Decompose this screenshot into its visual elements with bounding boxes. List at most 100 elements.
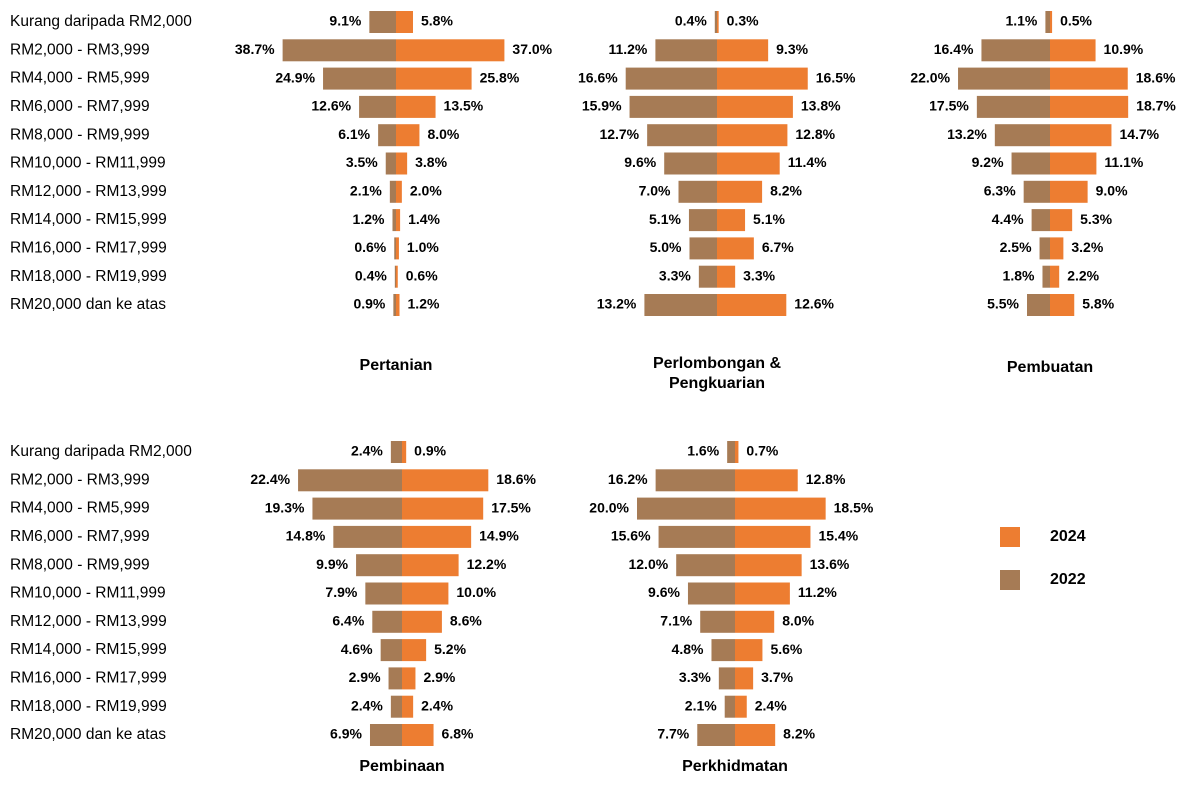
bar (369, 11, 396, 33)
value-label: 12.6% (311, 98, 351, 114)
bar (396, 180, 402, 203)
value-label: 16.5% (816, 69, 856, 85)
bar (323, 67, 396, 90)
value-label: 19.3% (265, 499, 305, 515)
legend-swatch (1000, 527, 1020, 547)
value-label: 5.1% (753, 211, 785, 227)
value-label: 0.7% (746, 443, 778, 459)
category-label: RM20,000 dan ke atas (10, 726, 166, 743)
bar (1050, 11, 1053, 33)
value-label: 18.6% (496, 471, 536, 487)
bar (958, 67, 1050, 90)
value-label: 1.8% (1003, 267, 1035, 283)
bar (655, 469, 735, 492)
bar (664, 152, 717, 175)
value-label: 10.0% (456, 584, 496, 600)
bar (994, 124, 1050, 147)
bar (1023, 180, 1050, 203)
bar (402, 724, 434, 746)
bar (697, 724, 735, 746)
bar (394, 237, 396, 260)
bar (396, 237, 399, 260)
category-label: RM18,000 - RM19,999 (10, 268, 167, 285)
bar (976, 95, 1050, 118)
bar (1045, 11, 1050, 33)
value-label: 16.4% (934, 41, 974, 57)
bar (1039, 237, 1050, 260)
value-label: 7.9% (325, 584, 357, 600)
legend-label: 2024 (1050, 528, 1086, 545)
value-label: 12.8% (795, 126, 835, 142)
chart-title: Perlombongan & Pengkuarian (652, 355, 781, 392)
value-label: 17.5% (929, 98, 969, 114)
value-label: 16.2% (608, 471, 648, 487)
bar (1050, 95, 1129, 118)
bar (390, 441, 402, 463)
value-label: 16.6% (578, 69, 618, 85)
bar (717, 67, 808, 90)
value-label: 37.0% (512, 41, 552, 57)
bar (735, 469, 798, 492)
value-label: 14.9% (479, 528, 519, 544)
value-label: 2.9% (423, 669, 455, 685)
bar (717, 209, 746, 232)
value-label: 7.7% (657, 726, 689, 742)
value-label: 10.9% (1104, 41, 1144, 57)
value-label: 4.4% (992, 211, 1024, 227)
bar (396, 152, 408, 175)
value-label: 2.1% (350, 183, 382, 199)
bar (724, 695, 735, 718)
value-label: 0.5% (1060, 13, 1092, 29)
value-label: 8.2% (770, 183, 802, 199)
value-label: 8.2% (783, 726, 815, 742)
bar (1050, 67, 1128, 90)
category-label: RM12,000 - RM13,999 (10, 613, 167, 630)
value-label: 1.2% (353, 211, 385, 227)
bar (711, 639, 735, 662)
value-label: 18.5% (834, 499, 874, 515)
value-label: 2.4% (421, 697, 453, 713)
bar (298, 469, 402, 492)
value-label: 0.9% (353, 296, 385, 312)
value-label: 6.7% (762, 239, 794, 255)
bar (394, 265, 396, 288)
value-label: 6.4% (332, 613, 364, 629)
chart-title: Pembuatan (1006, 359, 1094, 376)
bar (689, 237, 717, 260)
value-label: 12.0% (628, 556, 668, 572)
bar (688, 209, 717, 232)
value-label: 1.4% (408, 211, 440, 227)
value-label: 24.9% (275, 69, 315, 85)
bar (396, 209, 401, 232)
bar (396, 124, 420, 147)
bar (1050, 265, 1060, 288)
value-label: 9.6% (648, 584, 680, 600)
value-label: 3.7% (761, 669, 793, 685)
value-label: 8.0% (427, 126, 459, 142)
value-label: 8.0% (782, 613, 814, 629)
value-label: 2.2% (1067, 267, 1099, 283)
value-label: 5.0% (650, 239, 682, 255)
value-label: 1.6% (687, 443, 719, 459)
bar (735, 525, 811, 548)
value-label: 2.4% (755, 697, 787, 713)
value-label: 8.6% (450, 613, 482, 629)
value-label: 1.2% (408, 296, 440, 312)
value-label: 2.4% (351, 443, 383, 459)
bar (718, 667, 735, 690)
value-label: 0.6% (354, 239, 386, 255)
bar (676, 554, 735, 577)
category-label: RM2,000 - RM3,999 (10, 471, 150, 488)
legend-label: 2022 (1050, 571, 1086, 588)
bar (402, 497, 484, 520)
bar (735, 497, 826, 520)
category-label: Kurang daripada RM2,000 (10, 13, 192, 30)
bar (981, 39, 1050, 62)
value-label: 13.2% (947, 126, 987, 142)
bar (402, 554, 459, 577)
bar (380, 639, 402, 662)
value-label: 3.5% (346, 154, 378, 170)
value-label: 2.4% (351, 697, 383, 713)
value-label: 3.2% (1071, 239, 1103, 255)
